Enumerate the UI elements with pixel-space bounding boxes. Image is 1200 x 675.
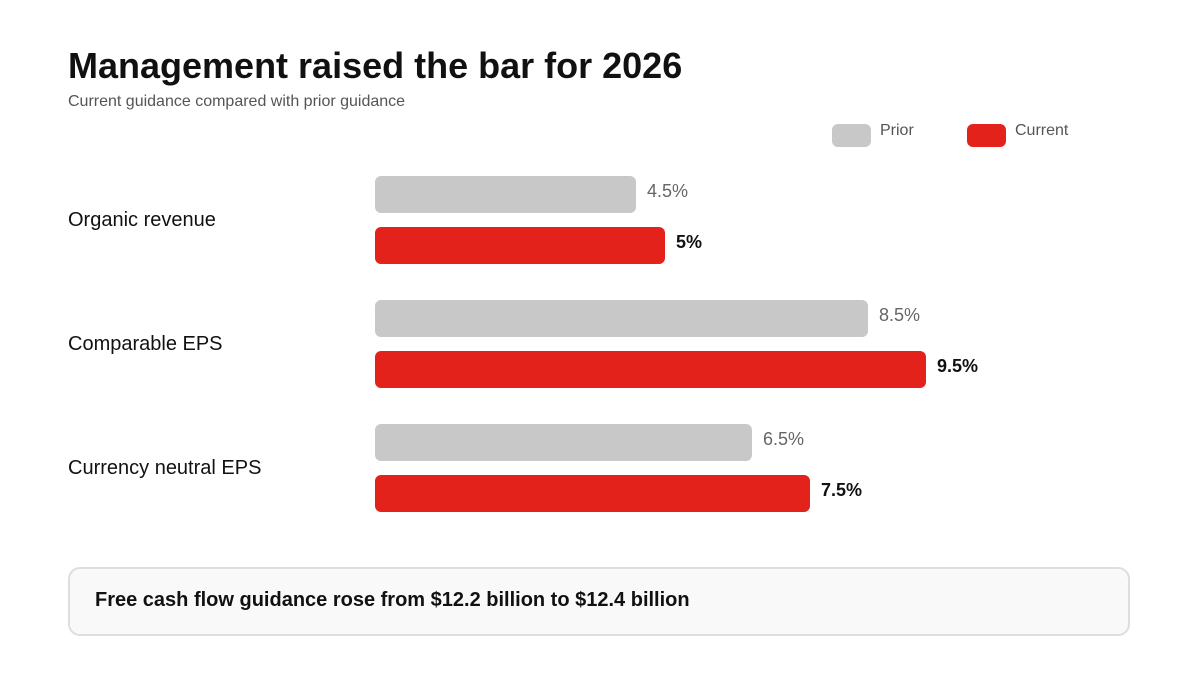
legend-label-current: Current — [1015, 122, 1069, 139]
bar-current-comparable-eps — [375, 351, 926, 388]
bar-current-organic-revenue — [375, 227, 665, 264]
value-label-current-comparable-eps: 9.5% — [937, 356, 979, 376]
category-label-organic-revenue: Organic revenue — [68, 209, 216, 231]
value-label-prior-currency-neutral-eps: 6.5% — [763, 429, 805, 449]
value-label-prior-comparable-eps: 8.5% — [879, 305, 921, 325]
legend-label-prior: Prior — [880, 122, 914, 139]
bar-prior-organic-revenue — [375, 176, 636, 213]
chart-subtitle: Current guidance compared with prior gui… — [68, 93, 406, 110]
bar-prior-comparable-eps — [375, 300, 868, 337]
callout-text: Free cash flow guidance rose from $12.2 … — [95, 589, 690, 611]
bar-prior-currency-neutral-eps — [375, 424, 752, 461]
value-label-prior-organic-revenue: 4.5% — [647, 181, 689, 201]
bar-current-currency-neutral-eps — [375, 475, 810, 512]
legend-swatch-current — [967, 124, 1006, 147]
chart-title: Management raised the bar for 2026 — [68, 45, 683, 86]
category-label-comparable-eps: Comparable EPS — [68, 333, 223, 355]
legend-swatch-prior — [832, 124, 871, 147]
value-label-current-organic-revenue: 5% — [676, 232, 703, 252]
value-label-current-currency-neutral-eps: 7.5% — [821, 480, 863, 500]
category-label-currency-neutral-eps: Currency neutral EPS — [68, 457, 262, 479]
callout-box: Free cash flow guidance rose from $12.2 … — [68, 567, 1130, 636]
